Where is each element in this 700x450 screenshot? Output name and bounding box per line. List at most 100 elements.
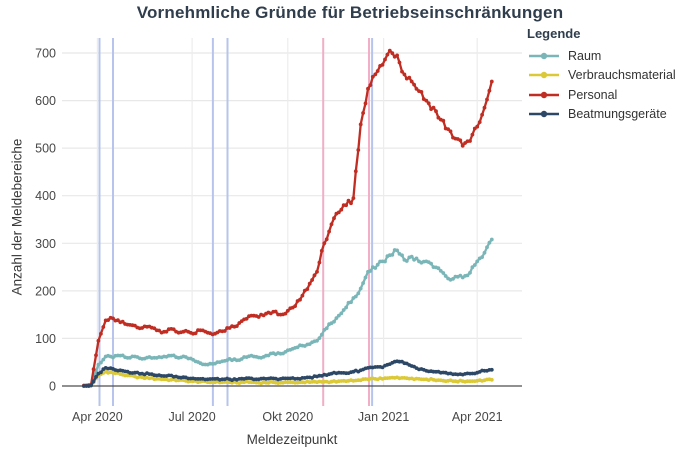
data-point [99,331,103,336]
data-point [448,129,453,134]
data-point [96,338,101,343]
data-point [317,260,322,265]
data-point [157,328,162,333]
data-point [353,294,358,299]
data-point [298,297,302,302]
data-point [101,325,106,329]
data-point [451,277,455,281]
data-point [407,75,412,80]
data-point [334,316,339,320]
data-point [106,318,110,322]
data-point [375,69,380,73]
data-point [101,357,106,362]
data-point [480,255,484,259]
data-point [375,262,380,267]
data-point [234,324,239,328]
data-point [385,52,390,57]
x-tick-label: Apr 2021 [452,410,503,424]
y-axis-label: Anzahl der Meldebereiche [9,138,25,296]
data-point [171,327,176,332]
data-point [414,87,419,91]
y-tick-label: 400 [35,189,56,203]
y-tick-label: 100 [35,332,56,346]
data-point [477,120,482,124]
legend-item-Beatmungsgeräte[interactable]: Beatmungsgeräte [527,105,676,125]
data-point [390,51,395,56]
data-point [446,127,450,131]
data-point [434,109,438,114]
data-point [312,273,317,278]
x-axis-label: Meldezeitpunkt [246,432,338,447]
data-point [89,383,93,388]
data-point [164,329,169,334]
data-point [307,281,312,286]
data-point [458,138,463,143]
data-point [400,253,404,258]
data-point [380,63,385,67]
data-point [431,105,436,110]
y-tick-label: 600 [35,94,56,108]
data-point [426,101,431,106]
data-point [349,201,353,206]
legend-item-Personal[interactable]: Personal [527,85,676,105]
data-point [395,53,399,58]
data-point [414,256,419,261]
data-point [397,60,402,65]
data-point [349,300,353,305]
data-point [285,308,290,313]
data-point [305,287,310,291]
data-point [436,266,441,271]
legend-item-Verbrauchsmaterial[interactable]: Verbrauchsmaterial [527,66,676,86]
data-point [412,82,416,87]
data-point [482,250,487,255]
data-point [120,319,125,324]
legend-line-icon [529,91,559,98]
y-tick-label: 200 [35,284,56,298]
data-point [387,48,392,53]
data-point [395,248,399,253]
data-point [273,309,278,314]
data-point [429,261,433,266]
data-point [402,72,407,77]
data-point [485,245,489,250]
data-point [487,240,492,245]
data-point [283,311,288,316]
data-point [358,122,363,127]
data-point [485,97,489,102]
data-point [300,293,305,298]
data-point [465,273,470,278]
data-point [487,88,492,93]
y-tick-label: 700 [35,47,56,61]
data-point [244,316,249,321]
data-point [390,253,395,257]
data-point [482,105,487,110]
data-point [424,98,429,103]
data-point [341,308,346,312]
data-point [332,319,336,324]
data-point [468,270,472,275]
data-point [489,237,494,242]
data-point [441,118,446,123]
data-point [327,229,331,234]
data-point [94,375,98,379]
data-point [346,198,351,203]
data-point [319,332,324,337]
data-point [489,367,494,372]
data-point [489,377,494,382]
legend-item-Raum[interactable]: Raum [527,46,676,66]
data-point [324,237,329,242]
y-tick-label: 0 [49,380,56,394]
y-tick-label: 500 [35,142,56,156]
data-point [332,216,336,221]
data-point [443,274,448,278]
data-point [310,278,314,282]
legend-title: Legende [527,26,581,41]
data-point [356,291,361,296]
data-point [344,305,348,310]
data-point [400,69,404,74]
data-point [358,286,363,291]
x-tick-label: Okt 2020 [262,410,313,424]
legend-item-label: Raum [568,48,602,63]
